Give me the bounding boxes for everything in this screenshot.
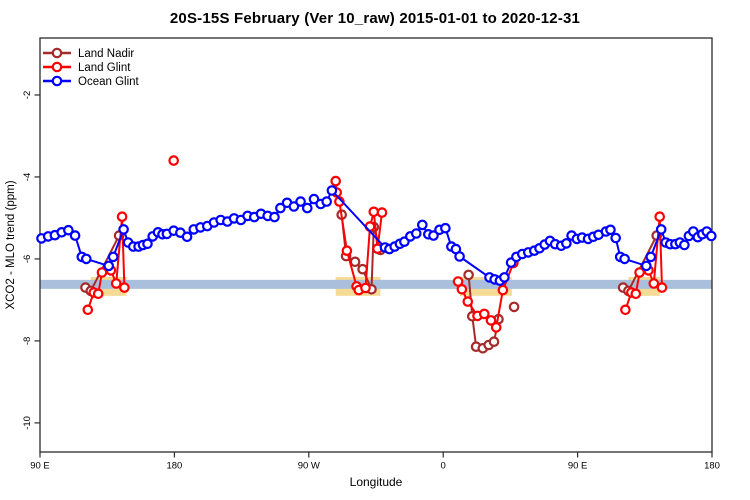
legend-label: Ocean Glint: [78, 76, 140, 88]
series-ocean-glint-point: [295, 196, 306, 207]
series-land-nadir-point: [463, 269, 474, 281]
series-land-nadir-point: [349, 256, 361, 268]
reference-band: [40, 279, 712, 289]
legend-marker: [51, 75, 63, 87]
series-ocean-glint-point: [269, 211, 280, 223]
series-ocean-glint-point: [308, 193, 320, 205]
x-tick-label: 180: [166, 461, 182, 472]
series-ocean-glint-point: [655, 224, 667, 235]
x-axis-title: Longitude: [349, 475, 403, 489]
series-land-glint-point: [82, 304, 94, 316]
chart-title: 20S-15S February (Ver 10_raw) 2015-01-01…: [169, 10, 581, 27]
series-ocean-glint-point: [275, 202, 286, 214]
series-land-glint-point: [341, 245, 353, 256]
plot-box: [39, 37, 713, 453]
series-ocean-glint-point: [454, 251, 465, 262]
series-land-glint-point: [656, 282, 668, 293]
y-axis-title: XCO2 - MLO trend (ppm): [5, 180, 17, 310]
series-land-nadir-point: [357, 263, 368, 275]
legend-marker: [51, 47, 63, 59]
series-ocean-glint-point: [410, 228, 422, 239]
series-land-glint-point: [456, 283, 468, 295]
series-land-glint-point: [654, 211, 665, 222]
series-ocean-glint-point: [107, 251, 119, 263]
series-ocean-glint-point: [605, 224, 616, 236]
series-land-glint-point: [368, 206, 380, 218]
series-ocean-glint-point: [142, 238, 153, 250]
x-tick-label: 180: [704, 461, 720, 472]
series-ocean-glint-point: [640, 260, 652, 272]
series-ocean-glint-point: [118, 224, 129, 235]
series-ocean-glint-point: [326, 185, 338, 196]
series-land-glint-point: [648, 278, 660, 289]
series-land-glint-point: [490, 322, 502, 333]
series-ocean-glint-point: [679, 239, 690, 251]
series-ocean-glint-point: [440, 222, 451, 234]
series-land-glint-point: [116, 211, 128, 222]
series-ocean-glint-point: [301, 202, 313, 214]
series-land-glint-point: [497, 284, 509, 296]
series-ocean-glint-point: [81, 253, 92, 265]
series-land-glint-point: [330, 175, 341, 187]
series-ocean-glint-point: [619, 253, 630, 265]
series-ocean-glint-point: [645, 251, 657, 263]
series-land-glint-point: [630, 288, 642, 300]
series-land-glint-point: [168, 155, 179, 166]
series-ocean-glint-point: [321, 196, 332, 207]
series-ocean-glint-point: [610, 232, 621, 244]
series-ocean-glint-point: [561, 238, 572, 249]
series-ocean-glint-point: [705, 230, 717, 242]
series-ocean-glint-point: [428, 230, 439, 241]
series-land-glint-point: [360, 282, 371, 294]
series-ocean-glint-point: [69, 230, 81, 241]
legend-marker: [51, 61, 63, 73]
series-ocean-glint-point: [416, 219, 428, 231]
series-ocean-glint-point: [181, 231, 193, 243]
y-tick-label: -6: [22, 255, 33, 263]
series-ocean-glint-point: [103, 260, 114, 272]
series-land-glint-point: [119, 282, 130, 293]
series-land-nadir-point: [488, 336, 500, 347]
y-tick-label: -4: [22, 173, 33, 181]
series-land-glint-point: [478, 308, 490, 320]
y-tick-label: -10: [22, 416, 33, 430]
series-land-glint-point: [485, 315, 497, 326]
x-tick-label: 90 E: [30, 461, 50, 472]
series-land-glint-point: [110, 278, 122, 289]
y-tick-label: -8: [22, 337, 33, 345]
legend-label: Land Glint: [78, 62, 131, 74]
y-tick-label: -2: [22, 91, 33, 99]
series-land-nadir-point: [508, 301, 520, 313]
x-tick-label: 90 W: [298, 461, 320, 472]
series-ocean-glint-point: [63, 224, 74, 236]
series-ocean-glint-point: [499, 272, 510, 283]
x-tick-label: 0: [441, 461, 446, 472]
x-tick-label: 90 E: [568, 461, 588, 472]
series-ocean-glint-point: [288, 201, 300, 212]
series-land-glint-point: [92, 288, 104, 300]
legend-label: Land Nadir: [78, 48, 134, 60]
series-land-glint-point: [620, 304, 631, 316]
series-land-glint-point: [376, 207, 388, 218]
series-land-glint-point: [462, 296, 474, 307]
